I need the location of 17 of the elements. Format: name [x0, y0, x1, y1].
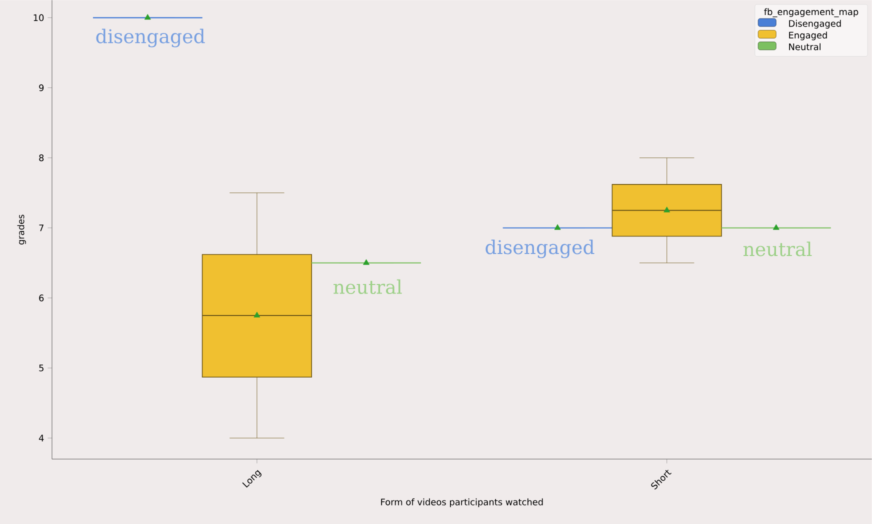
y-tick-label: 6 — [39, 294, 44, 302]
annotation: neutral — [334, 279, 402, 294]
y-tick-label: 8 — [39, 154, 44, 162]
y-tick-label: 4 — [38, 434, 44, 442]
legend-label: Disengaged — [789, 20, 841, 29]
x-axis-title: Form of videos participants watched — [381, 498, 543, 508]
annotation: neutral — [743, 242, 812, 256]
y-tick-label: 7 — [39, 224, 44, 232]
y-axis-title: grades — [17, 214, 26, 244]
legend-label: Neutral — [789, 43, 821, 50]
legend-label: Engaged — [789, 32, 827, 40]
y-tick-label: 5 — [39, 364, 44, 372]
y-tick-label: 10 — [34, 14, 44, 22]
y-tick-label: 9 — [39, 84, 44, 92]
annotation: disengaged — [96, 28, 205, 48]
annotation: disengaged — [486, 240, 594, 258]
legend-title: fb_engagement_map — [764, 8, 858, 18]
